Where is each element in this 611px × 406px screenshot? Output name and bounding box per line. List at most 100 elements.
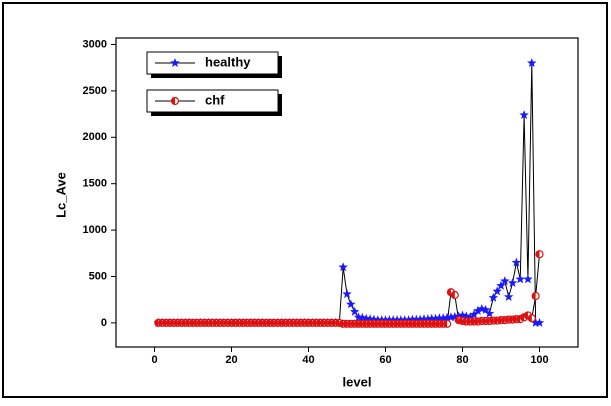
legend-box — [146, 89, 279, 113]
marker-half — [470, 317, 475, 325]
marker-half — [366, 320, 371, 328]
star-marker — [392, 315, 402, 325]
marker-half — [482, 317, 486, 325]
marker-half — [297, 319, 301, 327]
marker-half — [428, 320, 432, 328]
star-marker — [342, 289, 352, 299]
half-circle-marker — [450, 290, 459, 300]
star-marker — [384, 315, 395, 325]
marker-half — [305, 319, 309, 327]
half-circle-marker — [170, 96, 180, 106]
marker-half — [331, 319, 336, 327]
marker-half — [420, 320, 424, 328]
marker-half — [362, 320, 367, 328]
marker-half — [154, 319, 159, 327]
star-marker — [473, 305, 483, 315]
marker-half — [493, 317, 498, 325]
star-marker — [388, 315, 398, 325]
marker-half — [405, 320, 409, 328]
star-marker — [438, 313, 449, 323]
star-marker — [442, 312, 452, 322]
star-marker — [349, 306, 360, 316]
marker-half — [512, 315, 517, 323]
star-marker — [399, 315, 410, 325]
marker-half — [412, 320, 417, 328]
marker-half — [171, 97, 175, 105]
plot-frame — [115, 37, 579, 348]
star-marker — [373, 315, 383, 325]
y-tick-label: 2000 — [83, 131, 107, 143]
star-marker — [500, 276, 510, 286]
star-marker — [488, 292, 499, 302]
marker-half — [370, 320, 374, 328]
marker-half — [328, 319, 332, 327]
y-tick-label: 1500 — [83, 178, 107, 190]
star-marker — [523, 274, 533, 284]
marker-half — [382, 320, 386, 328]
star-marker — [515, 274, 526, 284]
marker-half — [316, 319, 321, 327]
marker-half — [443, 320, 448, 328]
marker-half — [355, 320, 359, 328]
marker-half — [455, 316, 459, 324]
marker-half — [166, 319, 170, 327]
marker-half — [389, 320, 394, 328]
marker-half — [189, 319, 193, 327]
marker-half — [339, 320, 344, 328]
marker-half — [185, 319, 190, 327]
y-tick-label: 1000 — [83, 224, 107, 236]
legend-label: chf — [205, 92, 225, 107]
marker-half — [528, 314, 532, 322]
star-marker — [338, 262, 348, 272]
star-marker — [396, 315, 406, 325]
marker-half — [501, 316, 505, 324]
marker-half — [212, 319, 217, 327]
marker-half — [285, 319, 290, 327]
star-marker — [484, 308, 495, 318]
marker-half — [347, 320, 351, 328]
marker-half — [301, 319, 305, 327]
marker-half — [485, 317, 490, 325]
half-circle-marker — [443, 319, 452, 328]
marker-half — [254, 319, 259, 327]
y-tick-label: 0 — [101, 317, 107, 329]
marker-half — [351, 320, 355, 328]
marker-half — [158, 319, 163, 327]
marker-half — [216, 319, 220, 327]
marker-half — [293, 319, 297, 327]
marker-half — [243, 319, 247, 327]
marker-half — [497, 316, 501, 324]
marker-half — [520, 313, 525, 321]
star-marker — [434, 313, 445, 323]
marker-half — [462, 317, 467, 325]
marker-half — [320, 319, 324, 327]
star-marker — [170, 58, 180, 68]
x-tick-label: 60 — [379, 354, 391, 366]
star-marker — [534, 317, 545, 327]
marker-half — [174, 319, 178, 327]
half-circle-marker — [535, 250, 544, 259]
marker-half — [432, 320, 436, 328]
marker-half — [378, 320, 382, 328]
star-marker — [407, 314, 418, 324]
marker-half — [474, 317, 478, 325]
marker-half — [324, 319, 328, 327]
star-marker — [430, 313, 441, 323]
marker-half — [289, 319, 294, 327]
star-marker — [450, 311, 460, 321]
marker-half — [408, 320, 413, 328]
star-marker — [346, 299, 356, 309]
marker-half — [385, 320, 390, 328]
x-axis-label: level — [343, 374, 372, 389]
star-marker — [426, 313, 437, 323]
marker-half — [258, 319, 263, 327]
marker-half — [197, 319, 201, 327]
marker-half — [451, 291, 455, 299]
star-marker — [419, 314, 429, 324]
marker-half — [308, 319, 313, 327]
star-marker — [469, 309, 479, 319]
marker-half — [281, 319, 286, 327]
marker-half — [401, 320, 405, 328]
marker-half — [224, 319, 228, 327]
